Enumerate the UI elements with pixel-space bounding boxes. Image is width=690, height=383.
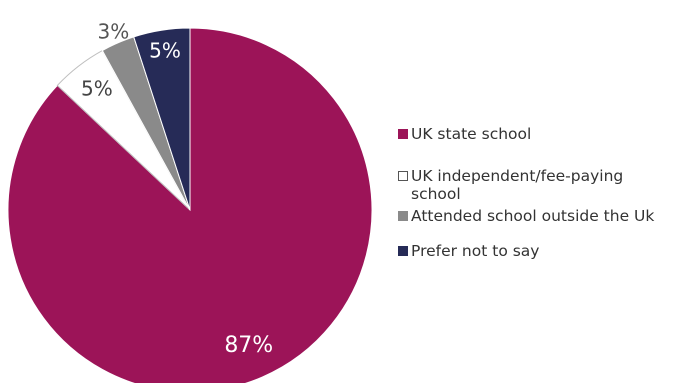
data-label-uk-state-school: 87% xyxy=(224,333,273,358)
legend-swatch-prefer-not-to-say xyxy=(398,246,408,256)
data-label-prefer-not-to-say: 5% xyxy=(149,38,181,62)
legend-label: UK independent/fee-paying school xyxy=(411,167,624,203)
legend-item-uk-state-school: UK state school xyxy=(398,125,531,143)
legend-item-uk-independent-school: UK independent/fee-paying school xyxy=(398,167,673,203)
legend-swatch-outside-uk xyxy=(398,211,408,221)
legend-item-outside-uk: Attended school outside the Uk xyxy=(398,207,654,225)
data-label-uk-independent-school: 5% xyxy=(81,76,113,100)
pie-slice-uk-state-school xyxy=(7,27,373,383)
legend-item-prefer-not-to-say: Prefer not to say xyxy=(398,242,539,260)
legend-label: UK state school xyxy=(411,125,532,143)
data-label-outside-uk: 3% xyxy=(97,19,129,43)
legend-swatch-uk-independent-school xyxy=(398,171,408,181)
legend-swatch-uk-state-school xyxy=(398,129,408,139)
legend-label: Attended school outside the Uk xyxy=(411,207,655,225)
pie-slice-prefer-not-to-say xyxy=(133,27,191,211)
legend-label: Prefer not to say xyxy=(411,242,540,260)
